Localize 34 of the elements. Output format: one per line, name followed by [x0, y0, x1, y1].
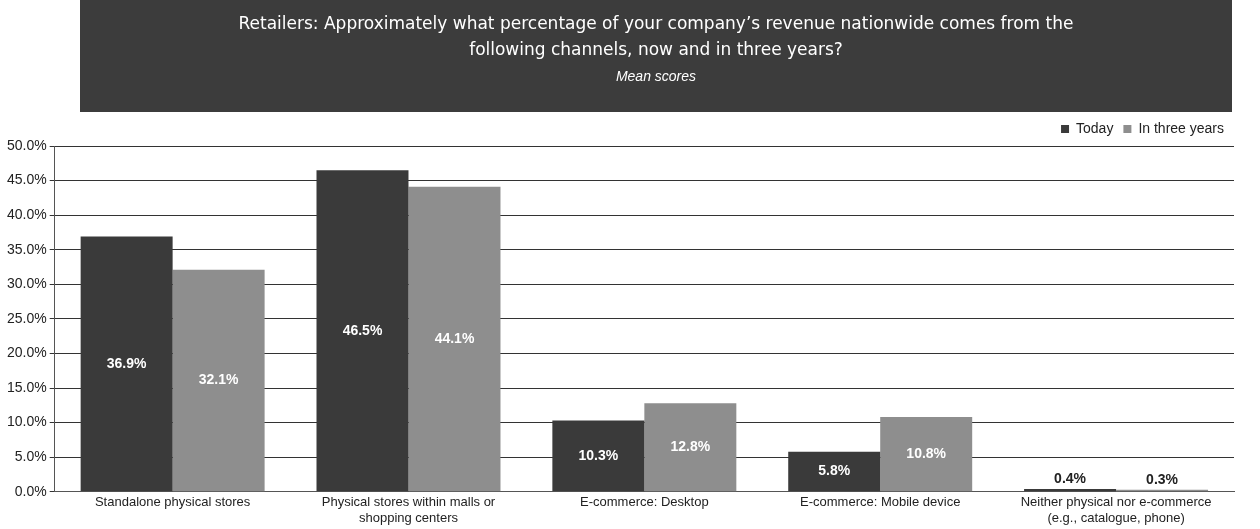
data-label: 10.8%: [906, 445, 947, 462]
x-tick-label: Standalone physical stores: [94, 494, 251, 510]
y-tick-label: 50.0%: [6, 136, 47, 153]
y-tick-label: 15.0%: [6, 378, 47, 395]
data-label: 10.3%: [578, 446, 619, 463]
bar: [172, 269, 265, 492]
data-label: 44.1%: [434, 329, 475, 346]
y-tick-label: 5.0%: [14, 448, 47, 465]
x-tick-label: Neither physical nor e-commerce (e.g., catalogue, phone): [1020, 494, 1212, 525]
y-tick-label: 10.0%: [6, 413, 47, 430]
bar: [408, 186, 501, 492]
data-label: 0.4%: [1054, 469, 1087, 486]
y-tick-label: 40.0%: [6, 206, 47, 223]
x-tick-label: E-commerce: Mobile device: [800, 494, 961, 510]
y-tick-label: 30.0%: [6, 275, 47, 292]
data-label: 0.3%: [1146, 470, 1179, 487]
y-tick-label: 25.0%: [6, 309, 47, 326]
legend-label: In three years: [1138, 119, 1225, 136]
y-tick-label: 35.0%: [6, 240, 47, 257]
y-tick-label: 20.0%: [6, 344, 47, 361]
data-label: 5.8%: [818, 462, 851, 479]
chart-title: Retailers: Approximately what percentage of your company’s revenue nationwide comes from the following channels, now and in three years?: [237, 12, 1075, 61]
bar: [880, 417, 973, 492]
data-label: 32.1%: [198, 371, 240, 388]
y-tick-label: 45.0%: [6, 171, 47, 188]
y-tick-label: 0.0%: [14, 482, 47, 499]
x-tick-label: Physical stores within malls or shopping centers: [321, 494, 496, 525]
x-tick-label: E-commerce: Desktop: [580, 494, 709, 510]
data-label: 46.5%: [342, 321, 383, 338]
chart-subtitle: Mean scores: [614, 68, 698, 84]
bar: [644, 403, 737, 492]
data-label: 36.9%: [106, 354, 148, 371]
legend-label: Today: [1076, 119, 1114, 136]
data-label: 12.8%: [670, 438, 711, 455]
